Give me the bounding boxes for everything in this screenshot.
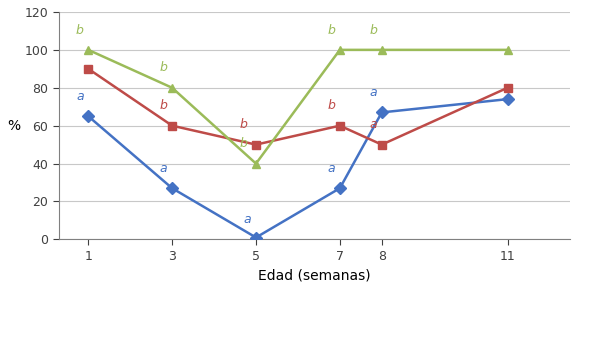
Text: a: a <box>160 162 168 175</box>
Text: b: b <box>328 24 336 37</box>
X-axis label: Edad (semanas): Edad (semanas) <box>259 268 371 282</box>
Text: a: a <box>76 90 84 103</box>
Text: a: a <box>370 118 377 131</box>
Y-axis label: %: % <box>7 119 20 133</box>
Text: b: b <box>76 24 84 37</box>
Text: a: a <box>370 86 377 99</box>
Text: a: a <box>328 162 336 175</box>
Text: b: b <box>240 137 247 150</box>
Text: b: b <box>370 24 378 37</box>
Text: b: b <box>240 118 247 131</box>
Text: b: b <box>160 62 168 75</box>
Text: b: b <box>328 100 336 113</box>
Text: b: b <box>160 100 168 113</box>
Text: a: a <box>244 213 251 226</box>
